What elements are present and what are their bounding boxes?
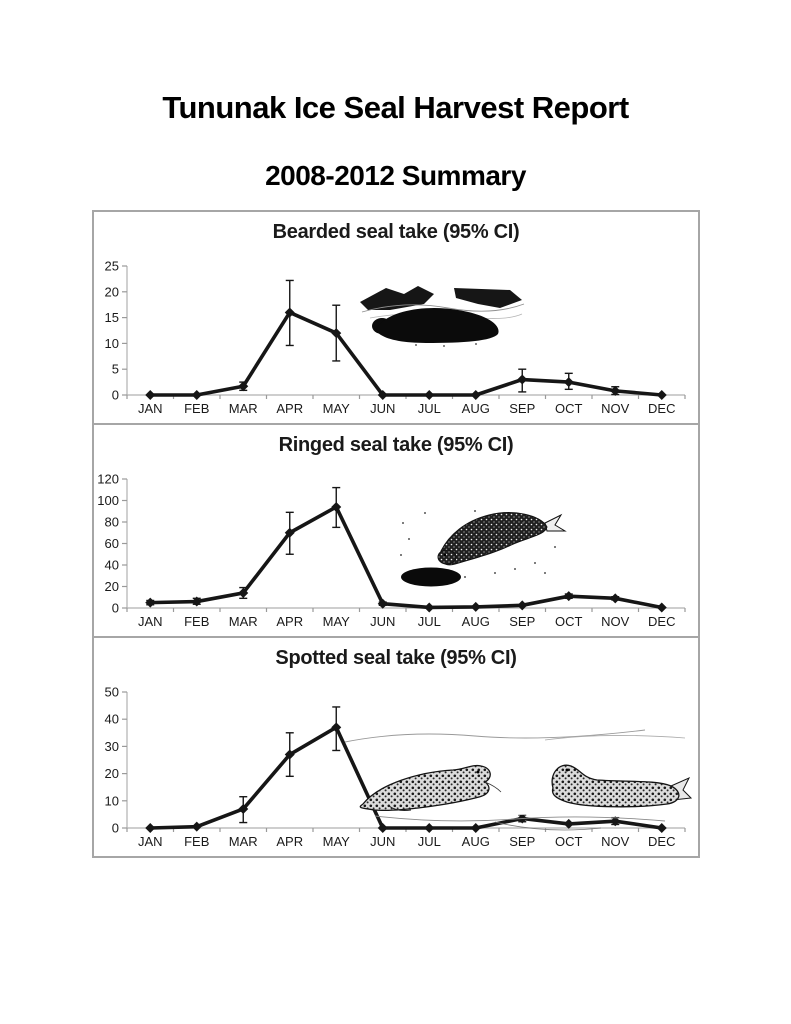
svg-text:JUL: JUL (418, 614, 441, 629)
svg-text:20: 20 (105, 766, 119, 781)
svg-text:25: 25 (105, 259, 119, 274)
svg-text:AUG: AUG (462, 614, 490, 629)
svg-text:JUN: JUN (370, 614, 395, 629)
svg-text:MAR: MAR (229, 614, 258, 629)
two-spotted-seals-on-ice-illustration (344, 726, 694, 831)
bearded-seal-on-ice-illustration (360, 286, 525, 347)
svg-text:OCT: OCT (555, 401, 583, 416)
svg-text:APR: APR (276, 834, 303, 849)
svg-text:JUN: JUN (370, 834, 395, 849)
svg-text:120: 120 (97, 472, 119, 487)
svg-text:MAR: MAR (229, 401, 258, 416)
svg-text:DEC: DEC (648, 614, 675, 629)
svg-text:SEP: SEP (509, 834, 535, 849)
ringed-seal-at-breathing-hole-illustration (400, 510, 567, 587)
svg-text:15: 15 (105, 310, 119, 325)
svg-text:40: 40 (105, 558, 119, 573)
svg-text:NOV: NOV (601, 834, 630, 849)
svg-text:50: 50 (105, 685, 119, 700)
svg-text:0: 0 (112, 821, 119, 836)
svg-text:AUG: AUG (462, 401, 490, 416)
svg-text:FEB: FEB (184, 834, 209, 849)
svg-text:60: 60 (105, 536, 119, 551)
svg-text:FEB: FEB (184, 614, 209, 629)
svg-text:FEB: FEB (184, 401, 209, 416)
chart-title-spotted-seal: Spotted seal take (95% CI) (275, 646, 517, 669)
svg-text:SEP: SEP (509, 401, 535, 416)
svg-text:100: 100 (97, 493, 119, 508)
svg-text:DEC: DEC (648, 401, 675, 416)
svg-text:MAR: MAR (229, 834, 258, 849)
svg-text:80: 80 (105, 515, 119, 530)
svg-text:OCT: OCT (555, 614, 583, 629)
svg-text:OCT: OCT (555, 834, 583, 849)
spotted-seal-take-chart: 0 10 20 30 40 50 JAN FEB MAR APR MAY JUN JUL AUG SEP OC… (105, 685, 694, 849)
svg-text:10: 10 (105, 336, 119, 351)
svg-text:30: 30 (105, 739, 119, 754)
svg-text:10: 10 (105, 793, 119, 808)
svg-text:JUN: JUN (370, 401, 395, 416)
charts-stack: Bearded seal take (95% CI) 0 5 10 15 20 25 JAN… (92, 210, 700, 858)
svg-text:40: 40 (105, 712, 119, 727)
svg-text:AUG: AUG (462, 834, 490, 849)
bearded-seal-take-chart: 0 5 10 15 20 25 JAN FEB MAR APR MAY JUN JUL AUG SEP OCT… (105, 259, 686, 416)
svg-text:JAN: JAN (138, 614, 163, 629)
svg-text:0: 0 (112, 601, 119, 616)
report-title: Tununak Ice Seal Harvest Report (162, 90, 629, 125)
svg-text:DEC: DEC (648, 834, 675, 849)
chart-title-bearded-seal: Bearded seal take (95% CI) (272, 220, 520, 243)
svg-text:NOV: NOV (601, 401, 630, 416)
chart-panel-bearded-seal: Bearded seal take (95% CI) 0 5 10 15 20 25 JAN… (92, 210, 700, 425)
svg-text:MAY: MAY (323, 401, 351, 416)
svg-text:MAY: MAY (323, 614, 351, 629)
ringed-seal-take-chart: 0 20 40 60 80 100 120 JAN FEB MAR APR MAY JUN JUL AUG S… (97, 472, 686, 629)
svg-text:JUL: JUL (418, 401, 441, 416)
svg-text:JAN: JAN (138, 834, 163, 849)
svg-text:0: 0 (112, 388, 119, 403)
chart-title-ringed-seal: Ringed seal take (95% CI) (278, 433, 514, 456)
svg-text:JAN: JAN (138, 401, 163, 416)
svg-text:APR: APR (276, 614, 303, 629)
svg-text:APR: APR (276, 401, 303, 416)
svg-text:20: 20 (105, 284, 119, 299)
svg-text:5: 5 (112, 362, 119, 377)
report-subtitle: 2008-2012 Summary (265, 160, 526, 191)
svg-text:NOV: NOV (601, 614, 630, 629)
svg-text:JUL: JUL (418, 834, 441, 849)
svg-text:MAY: MAY (323, 834, 351, 849)
chart-panel-ringed-seal: Ringed seal take (95% CI) 0 20 40 60 80 100 12… (92, 423, 700, 638)
chart-panel-spotted-seal: Spotted seal take (95% CI) 0 10 20 30 40 50 JA… (92, 636, 700, 858)
svg-text:SEP: SEP (509, 614, 535, 629)
svg-text:20: 20 (105, 579, 119, 594)
